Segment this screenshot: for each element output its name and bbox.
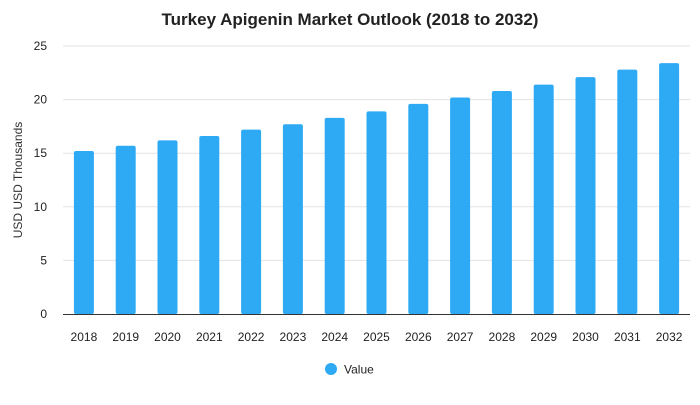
- chart-title: Turkey Apigenin Market Outlook (2018 to …: [162, 10, 539, 29]
- x-axis-ticks: 2018 2019 2020 2021 2022 2023 2024 2025 2026 2027…: [71, 330, 683, 344]
- y-tick-label: 0: [40, 307, 47, 321]
- x-tick-label: 2020: [154, 330, 181, 344]
- y-tick-label: 10: [34, 200, 48, 214]
- x-tick-label: 2022: [238, 330, 265, 344]
- bar[interactable]: [282, 124, 303, 314]
- x-tick-label: 2018: [71, 330, 98, 344]
- bar[interactable]: [617, 69, 638, 314]
- x-tick-label: 2027: [447, 330, 474, 344]
- legend-label: Value: [344, 363, 374, 377]
- bar[interactable]: [157, 140, 178, 314]
- x-tick-label: 2024: [321, 330, 348, 344]
- bar[interactable]: [199, 136, 220, 314]
- x-tick-label: 2032: [656, 330, 683, 344]
- legend-marker: [325, 363, 337, 375]
- x-tick-label: 2029: [530, 330, 557, 344]
- bar[interactable]: [450, 97, 471, 315]
- x-tick-label: 2026: [405, 330, 432, 344]
- bar[interactable]: [408, 103, 429, 314]
- x-tick-label: 2028: [489, 330, 516, 344]
- y-axis-title: USD USD Thousands: [11, 122, 25, 239]
- y-tick-label: 5: [40, 253, 47, 267]
- bar[interactable]: [324, 117, 345, 314]
- y-tick-label: 15: [34, 146, 48, 160]
- bar[interactable]: [659, 63, 680, 314]
- bar[interactable]: [73, 151, 94, 314]
- bar[interactable]: [491, 91, 512, 314]
- x-tick-label: 2023: [280, 330, 307, 344]
- x-tick-label: 2019: [112, 330, 139, 344]
- bar[interactable]: [241, 129, 262, 314]
- bar[interactable]: [115, 145, 136, 314]
- x-tick-label: 2021: [196, 330, 223, 344]
- x-tick-label: 2030: [572, 330, 599, 344]
- bar[interactable]: [366, 111, 387, 314]
- bars: [73, 63, 680, 315]
- legend[interactable]: Value: [325, 363, 374, 377]
- y-axis-ticks: 0 5 10 15 20 25: [34, 39, 48, 321]
- x-tick-label: 2025: [363, 330, 390, 344]
- bar[interactable]: [575, 77, 596, 314]
- x-tick-label: 2031: [614, 330, 641, 344]
- y-tick-label: 25: [34, 39, 48, 53]
- y-tick-label: 20: [34, 93, 48, 107]
- bar[interactable]: [533, 84, 554, 314]
